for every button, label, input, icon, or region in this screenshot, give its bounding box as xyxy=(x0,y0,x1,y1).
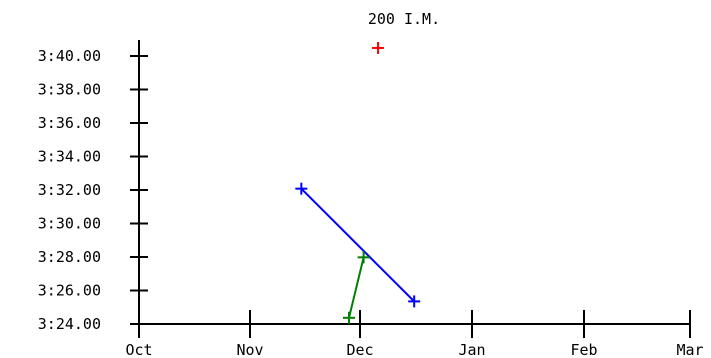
y-tick-label: 3:28.00 xyxy=(38,248,101,266)
x-tick-label: Dec xyxy=(346,341,373,358)
data-point xyxy=(372,41,385,54)
series-layer xyxy=(295,41,421,324)
series-line-1 xyxy=(348,257,365,319)
y-tick-label: 3:24.00 xyxy=(38,315,101,333)
y-tick-label: 3:36.00 xyxy=(38,114,101,132)
y-tick-label: 3:32.00 xyxy=(38,181,101,199)
x-tick-label: Jan xyxy=(458,341,485,358)
y-tick-label: 3:34.00 xyxy=(38,148,101,166)
y-tick-label: 3:26.00 xyxy=(38,282,101,300)
data-point xyxy=(357,251,370,264)
y-tick-label: 3:38.00 xyxy=(38,81,101,99)
x-tick-label: Feb xyxy=(570,341,597,358)
y-tick-label: 3:30.00 xyxy=(38,215,101,233)
data-point xyxy=(295,182,308,195)
series-line-0 xyxy=(300,187,415,303)
chart-title: 200 I.M. xyxy=(368,10,440,28)
x-tick-label: Nov xyxy=(236,341,263,358)
data-point xyxy=(408,295,421,308)
data-point xyxy=(343,311,355,324)
x-tick-label: Oct xyxy=(125,341,152,358)
x-tick-label: Mar xyxy=(676,341,703,358)
axes: 3:24.00 3:26.00 3:28.00 3:30.00 3:32.00 3:34.… xyxy=(38,40,704,358)
y-tick-label: 3:40.00 xyxy=(38,47,101,65)
